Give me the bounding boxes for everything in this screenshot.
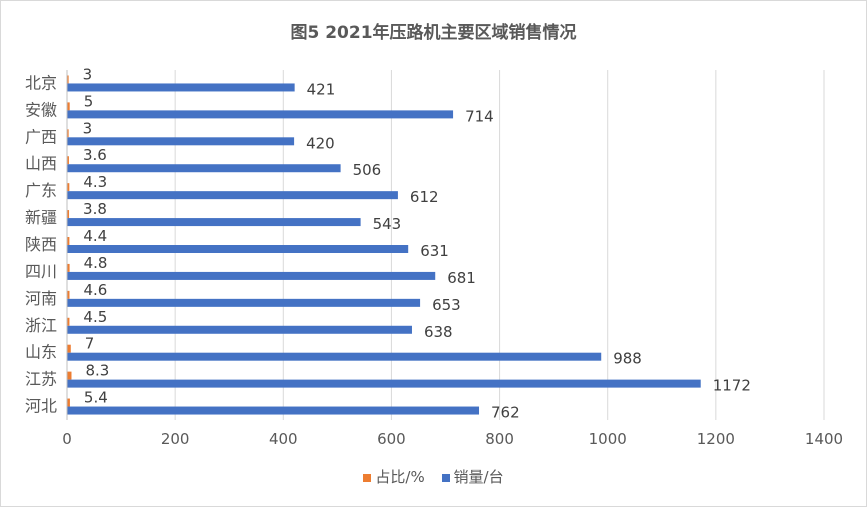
category-label-2: 广西: [25, 127, 57, 146]
bar-sales-7: [67, 271, 436, 280]
category-label-3: 山西: [25, 154, 57, 173]
bar-share-5: [67, 210, 70, 219]
data-label-sales-7: 681: [447, 269, 476, 287]
data-label-share-4: 4.3: [83, 173, 107, 191]
category-label-4: 广东: [25, 181, 57, 200]
data-label-share-0: 3: [83, 65, 93, 83]
bar-sales-10: [67, 352, 602, 361]
bar-sales-12: [67, 406, 480, 415]
category-label-7: 四川: [25, 262, 57, 281]
data-label-share-9: 4.5: [83, 308, 107, 326]
x-tick-label-7: 1400: [805, 430, 843, 448]
data-label-sales-11: 1172: [713, 377, 751, 395]
data-label-share-8: 4.6: [83, 281, 107, 299]
legend-item-sales: 销量/台: [441, 466, 504, 487]
legend-item-share: 占比/%: [363, 466, 425, 487]
data-label-share-12: 5.4: [84, 389, 108, 407]
data-label-sales-0: 421: [307, 80, 336, 98]
bar-share-2: [67, 129, 69, 138]
data-label-sales-6: 631: [420, 242, 449, 260]
data-label-share-6: 4.4: [83, 227, 107, 245]
category-label-0: 北京: [25, 73, 57, 92]
data-label-sales-10: 988: [613, 350, 642, 368]
data-label-share-2: 3: [83, 119, 93, 137]
data-label-share-5: 3.8: [83, 200, 107, 218]
bar-share-12: [67, 398, 70, 407]
data-label-share-10: 7: [85, 335, 95, 353]
bar-share-4: [67, 183, 70, 192]
bar-sales-9: [67, 325, 412, 334]
data-label-sales-12: 762: [491, 404, 520, 422]
data-label-share-3: 3.6: [83, 146, 107, 164]
category-label-6: 陕西: [25, 235, 57, 254]
legend-label-share: 占比/%: [375, 468, 425, 486]
bar-share-0: [67, 75, 69, 84]
x-tick-label-5: 1000: [589, 430, 627, 448]
x-tick-label-4: 800: [485, 430, 514, 448]
category-label-9: 浙江: [25, 316, 57, 335]
x-tick-label-0: 0: [62, 430, 72, 448]
category-label-11: 江苏: [25, 370, 57, 389]
legend-swatch-sales: [441, 473, 450, 482]
bar-sales-3: [67, 164, 341, 173]
data-label-share-7: 4.8: [84, 254, 108, 272]
category-label-5: 新疆: [25, 208, 57, 227]
legend: 占比/% 销量/台: [0, 466, 867, 487]
x-tick-label-3: 600: [377, 430, 406, 448]
bar-share-11: [67, 371, 72, 380]
bar-share-6: [67, 237, 70, 245]
data-label-sales-9: 638: [424, 323, 453, 341]
bar-sales-5: [67, 218, 361, 227]
data-label-sales-4: 612: [410, 188, 439, 206]
bar-sales-11: [67, 379, 701, 388]
data-label-share-11: 8.3: [85, 362, 109, 380]
data-label-share-1: 5: [84, 92, 94, 110]
category-label-8: 河南: [25, 289, 57, 308]
category-label-12: 河北: [25, 397, 57, 416]
data-label-sales-3: 506: [353, 161, 382, 179]
bar-sales-2: [67, 137, 295, 146]
data-label-sales-8: 653: [432, 296, 461, 314]
legend-label-sales: 销量/台: [453, 468, 504, 486]
bar-share-1: [67, 102, 70, 111]
bar-sales-1: [67, 110, 454, 119]
category-label-1: 安徽: [25, 100, 57, 119]
chart-title: 图5 2021年压路机主要区域销售情况: [290, 23, 577, 43]
bar-share-7: [67, 263, 70, 272]
legend-swatch-share: [363, 473, 372, 482]
x-tick-label-2: 400: [269, 430, 298, 448]
x-tick-label-6: 1200: [697, 430, 735, 448]
bar-share-8: [67, 290, 70, 299]
bar-share-10: [67, 344, 71, 353]
x-tick-label-1: 200: [161, 430, 190, 448]
data-label-sales-5: 543: [373, 215, 402, 233]
bar-sales-4: [67, 191, 398, 200]
category-label-10: 山东: [25, 343, 57, 362]
bar-sales-8: [67, 298, 421, 307]
data-label-sales-2: 420: [306, 134, 335, 152]
data-label-sales-1: 714: [465, 107, 494, 125]
bar-sales-0: [67, 83, 295, 92]
bar-sales-6: [67, 245, 409, 253]
bar-share-3: [67, 156, 69, 165]
bar-share-9: [67, 317, 70, 326]
